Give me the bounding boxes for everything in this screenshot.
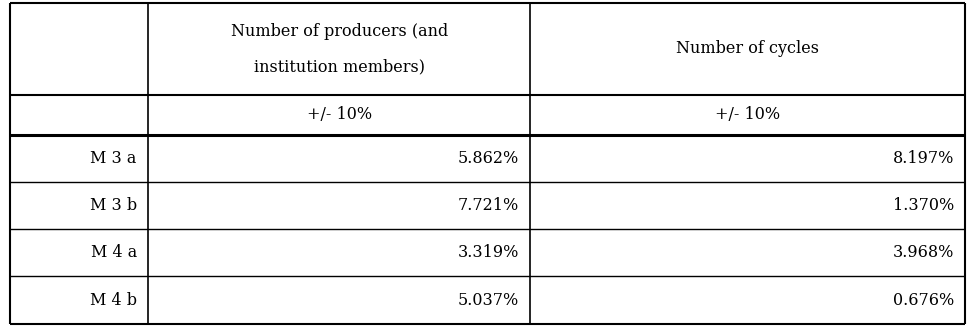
Text: 7.721%: 7.721% <box>458 197 519 214</box>
Text: 1.370%: 1.370% <box>892 197 954 214</box>
Text: +/- 10%: +/- 10% <box>716 106 780 123</box>
Text: Number of producers (and: Number of producers (and <box>231 23 448 40</box>
Text: M 4 a: M 4 a <box>91 244 136 261</box>
Text: 5.037%: 5.037% <box>458 292 519 309</box>
Text: 3.319%: 3.319% <box>457 244 519 261</box>
Text: M 3 b: M 3 b <box>90 197 136 214</box>
Text: 3.968%: 3.968% <box>892 244 954 261</box>
Text: M 4 b: M 4 b <box>90 292 136 309</box>
Text: 0.676%: 0.676% <box>892 292 954 309</box>
Text: institution members): institution members) <box>254 58 425 75</box>
Text: 8.197%: 8.197% <box>892 150 954 167</box>
Text: M 3 a: M 3 a <box>91 150 136 167</box>
Text: +/- 10%: +/- 10% <box>307 106 371 123</box>
Text: 5.862%: 5.862% <box>458 150 519 167</box>
Text: Number of cycles: Number of cycles <box>677 41 819 58</box>
